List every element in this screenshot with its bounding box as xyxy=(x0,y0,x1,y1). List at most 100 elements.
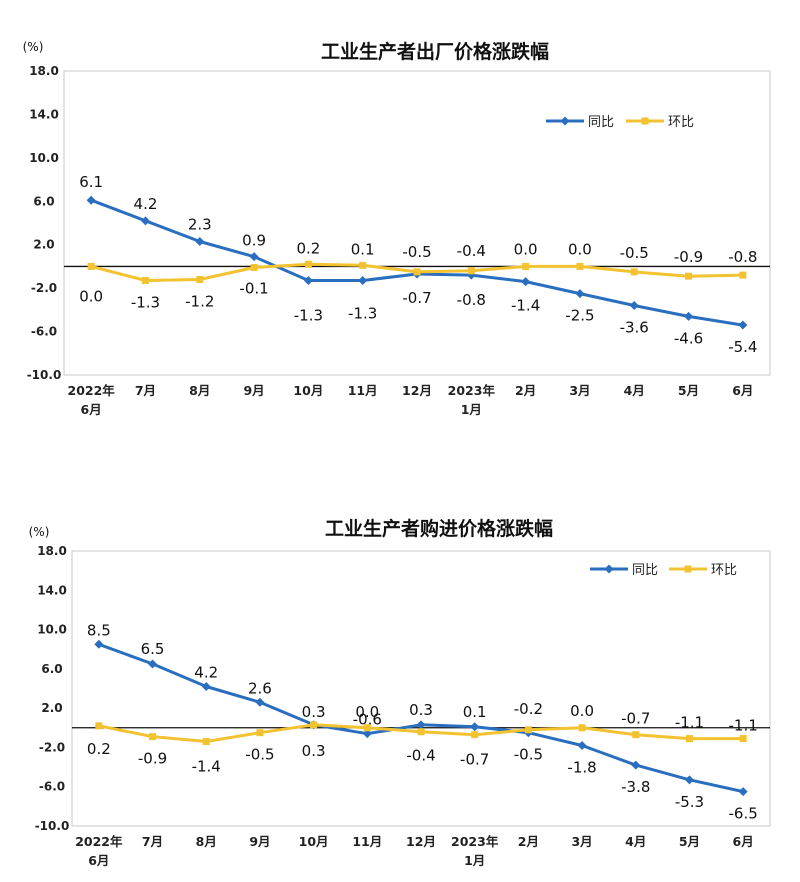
data-label: 2.6 xyxy=(248,679,272,697)
data-point xyxy=(201,682,211,692)
data-label: -0.4 xyxy=(406,747,435,765)
data-point xyxy=(521,277,531,287)
x-tick-label: 10月 xyxy=(299,834,329,849)
data-label: 4.2 xyxy=(194,664,218,682)
data-label: -0.5 xyxy=(620,244,649,262)
data-label: -0.2 xyxy=(514,700,543,718)
data-label: -0.8 xyxy=(457,291,486,309)
y-tick-label: 6.0 xyxy=(41,662,62,676)
data-point xyxy=(148,659,158,669)
data-point xyxy=(739,271,747,279)
data-label: -1.2 xyxy=(185,292,214,310)
data-label: -0.9 xyxy=(674,248,703,266)
data-label: 0.0 xyxy=(355,703,379,721)
data-point xyxy=(196,275,204,283)
data-point xyxy=(524,726,532,734)
y-tick-label: 18.0 xyxy=(29,64,59,78)
series-yoy: 6.1 4.2 2.3 0.9 -1.3 -1.3 -0.7 -0.8 -1.4 -2.5 -3.6… xyxy=(79,173,757,356)
data-label: -0.6 xyxy=(353,711,382,729)
data-point xyxy=(358,276,368,286)
data-point xyxy=(413,268,421,276)
x-tick-label: 2023年 xyxy=(451,834,499,849)
data-label: 0.0 xyxy=(79,287,103,305)
y-axis-unit: (%) xyxy=(23,40,44,54)
data-point xyxy=(470,722,480,732)
x-tick-label: 8月 xyxy=(189,383,210,398)
data-point xyxy=(738,320,748,330)
data-label: -0.5 xyxy=(514,746,543,764)
y-tick-label: -6.0 xyxy=(31,325,57,339)
data-point xyxy=(630,268,638,276)
purchase-price-chart: 工业生产者购进价格涨跌幅 (%) 18.0 14.0 10.0 6.0 2.0 -2.0 -6.… xyxy=(29,517,771,868)
data-label: -0.9 xyxy=(138,750,167,768)
data-point xyxy=(359,261,367,269)
y-tick-label: 2.0 xyxy=(33,238,54,252)
data-label: -0.8 xyxy=(728,248,757,266)
x-tick-label: 5月 xyxy=(678,383,699,398)
y-tick-label: 2.0 xyxy=(41,701,62,715)
data-label: 6.1 xyxy=(79,173,103,191)
y-axis-unit: (%) xyxy=(29,525,50,539)
x-tick-label: 12月 xyxy=(402,383,432,398)
data-label: -1.3 xyxy=(294,307,323,325)
data-label: 0.0 xyxy=(568,240,592,258)
data-point xyxy=(684,311,694,321)
series-mom: 0.0 -1.3 -1.2 -0.1 0.2 0.1 -0.5 -0.4 0.0 0.0 -0.5 -… xyxy=(79,239,757,311)
data-point xyxy=(575,289,585,299)
data-point xyxy=(631,760,641,770)
data-point xyxy=(739,735,747,743)
x-tick-label: 6月 xyxy=(88,853,109,868)
data-point xyxy=(94,639,104,649)
data-label: -0.5 xyxy=(402,243,431,261)
data-point xyxy=(577,740,587,750)
data-label: -1.8 xyxy=(567,758,596,776)
data-point xyxy=(255,697,265,707)
data-point xyxy=(140,216,150,226)
data-label: 0.2 xyxy=(87,740,111,758)
y-tick-label: 14.0 xyxy=(29,107,59,121)
data-label: -0.1 xyxy=(239,280,268,298)
chart-title: 工业生产者购进价格涨跌幅 xyxy=(325,517,553,540)
data-label: -3.6 xyxy=(620,319,649,337)
chart-title: 工业生产者出厂价格涨跌幅 xyxy=(321,40,549,63)
x-tick-label: 6月 xyxy=(733,834,754,849)
y-tick-label: -2.0 xyxy=(31,281,57,295)
data-point xyxy=(685,735,693,743)
data-point xyxy=(632,731,640,739)
data-point xyxy=(250,264,258,272)
data-point xyxy=(684,775,694,785)
data-point xyxy=(310,721,318,729)
data-label: -1.3 xyxy=(348,305,377,323)
x-tick-label: 2月 xyxy=(515,383,536,398)
data-label: -1.1 xyxy=(675,714,704,732)
data-label: 6.5 xyxy=(141,640,165,658)
y-tick-label: -10.0 xyxy=(27,368,62,382)
data-label: -2.5 xyxy=(565,307,594,325)
y-tick-label: 18.0 xyxy=(37,544,67,558)
data-label: 4.2 xyxy=(134,195,158,213)
legend-label: 环比 xyxy=(668,115,694,130)
y-tick-label: 14.0 xyxy=(37,583,67,597)
data-label: 0.1 xyxy=(463,703,487,721)
data-point xyxy=(416,720,426,730)
data-point xyxy=(256,729,264,737)
legend-marker xyxy=(641,117,649,125)
data-point xyxy=(738,787,748,797)
x-tick-label: 2023年 xyxy=(448,383,496,398)
data-point xyxy=(304,260,312,268)
legend-label: 同比 xyxy=(632,563,658,578)
data-label: -0.7 xyxy=(621,710,650,728)
data-point xyxy=(149,733,157,741)
data-label: 0.9 xyxy=(242,232,266,250)
x-tick-label: 7月 xyxy=(142,834,163,849)
data-point xyxy=(578,724,586,732)
data-label: -1.4 xyxy=(511,297,540,315)
data-point xyxy=(363,724,371,732)
data-label: -1.3 xyxy=(131,294,160,312)
data-label: -0.5 xyxy=(245,746,274,764)
data-point xyxy=(417,728,425,736)
data-point xyxy=(685,272,693,280)
data-label: 0.3 xyxy=(302,703,326,721)
x-tick-label: 1月 xyxy=(461,402,482,417)
legend-marker xyxy=(604,564,614,574)
